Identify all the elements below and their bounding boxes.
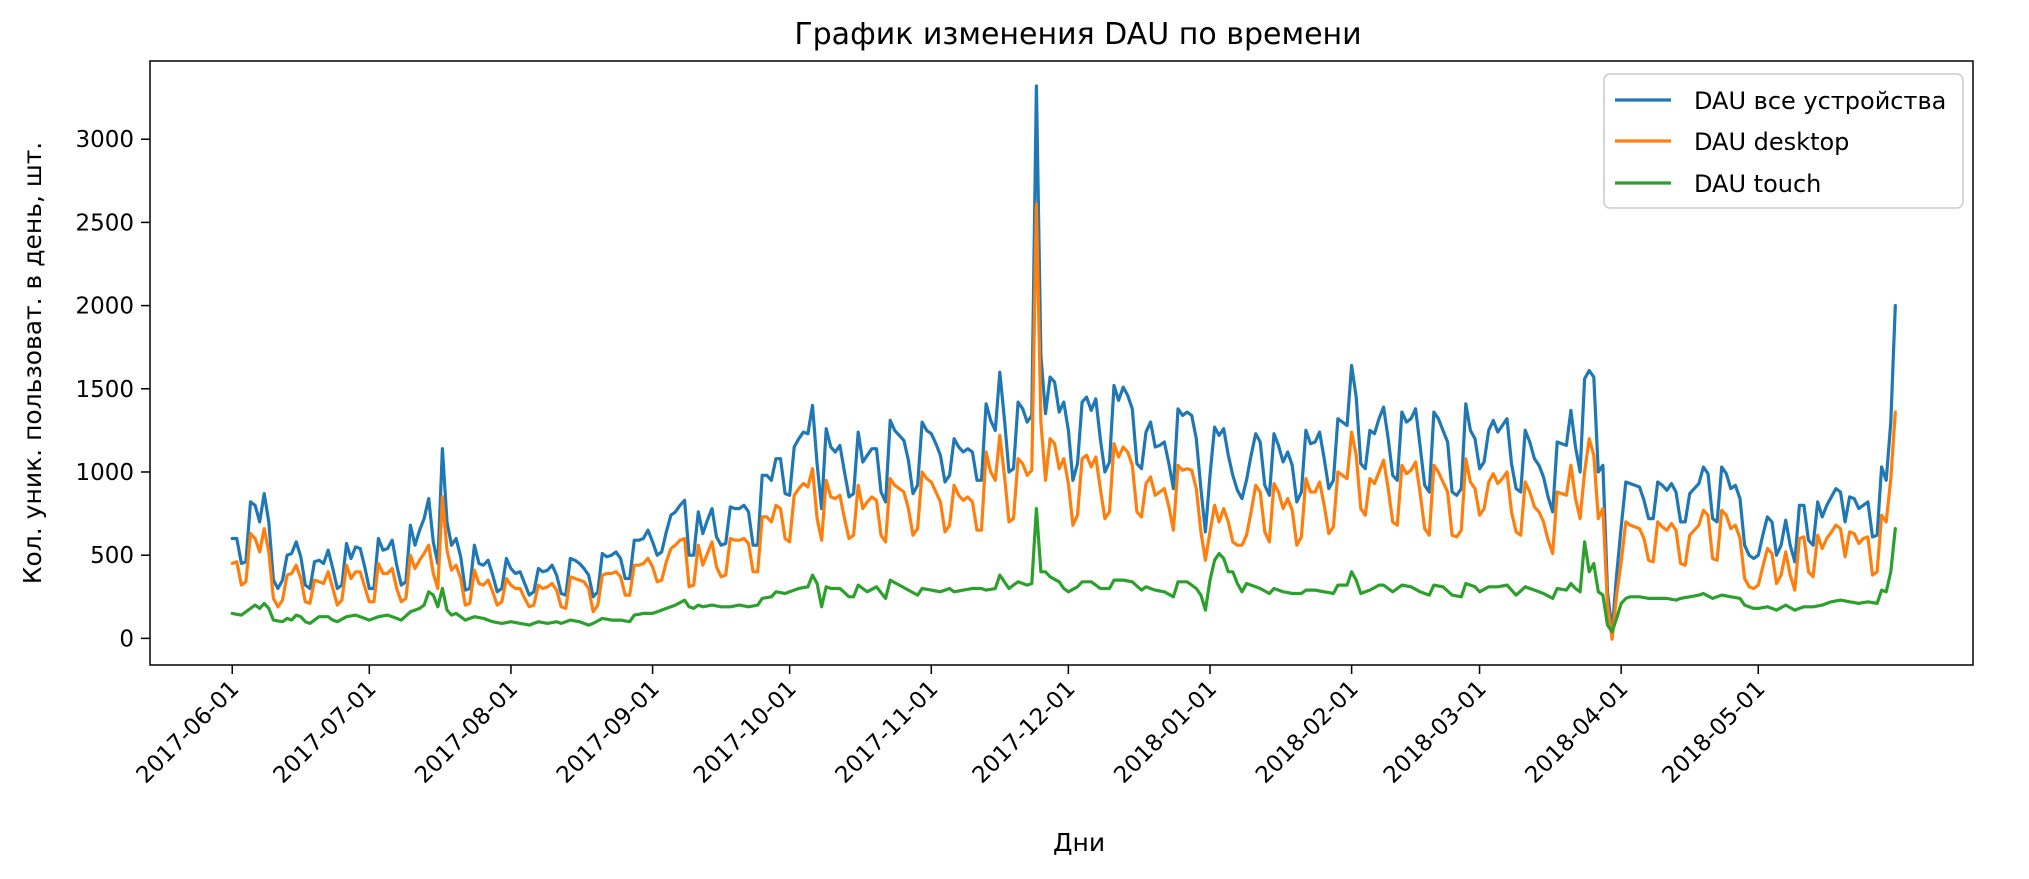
legend-frame — [1603, 73, 1964, 209]
y-axis-label: Кол. уник. пользоват. в день, шт. — [18, 142, 47, 584]
x-axis-label: Дни — [1053, 828, 1105, 857]
series-line-desktop — [230, 202, 1897, 641]
series-line-touch — [230, 507, 1897, 634]
series-layer — [230, 84, 1897, 641]
y-tick-label: 500 — [90, 543, 134, 569]
y-tick-label: 2500 — [75, 210, 134, 236]
legend-label-all-devices: DAU все устройства — [1694, 87, 1946, 115]
y-tick-label: 0 — [119, 626, 134, 652]
legend: DAU все устройства DAU desktop DAU touch — [1603, 73, 1964, 209]
chart-title: График изменения DAU по времени — [794, 17, 1361, 52]
y-tick-label: 3000 — [75, 127, 134, 153]
y-tick-label: 1500 — [75, 377, 134, 403]
legend-label-desktop: DAU desktop — [1694, 128, 1849, 156]
y-axis-ticks: 0 500 1000 1500 2000 2500 3000 — [75, 127, 150, 652]
y-tick-label: 1000 — [75, 460, 134, 486]
plot-frame — [149, 60, 1974, 666]
legend-label-touch: DAU touch — [1694, 170, 1821, 198]
series-line-all-devices — [230, 84, 1897, 634]
y-tick-label: 2000 — [75, 294, 134, 320]
